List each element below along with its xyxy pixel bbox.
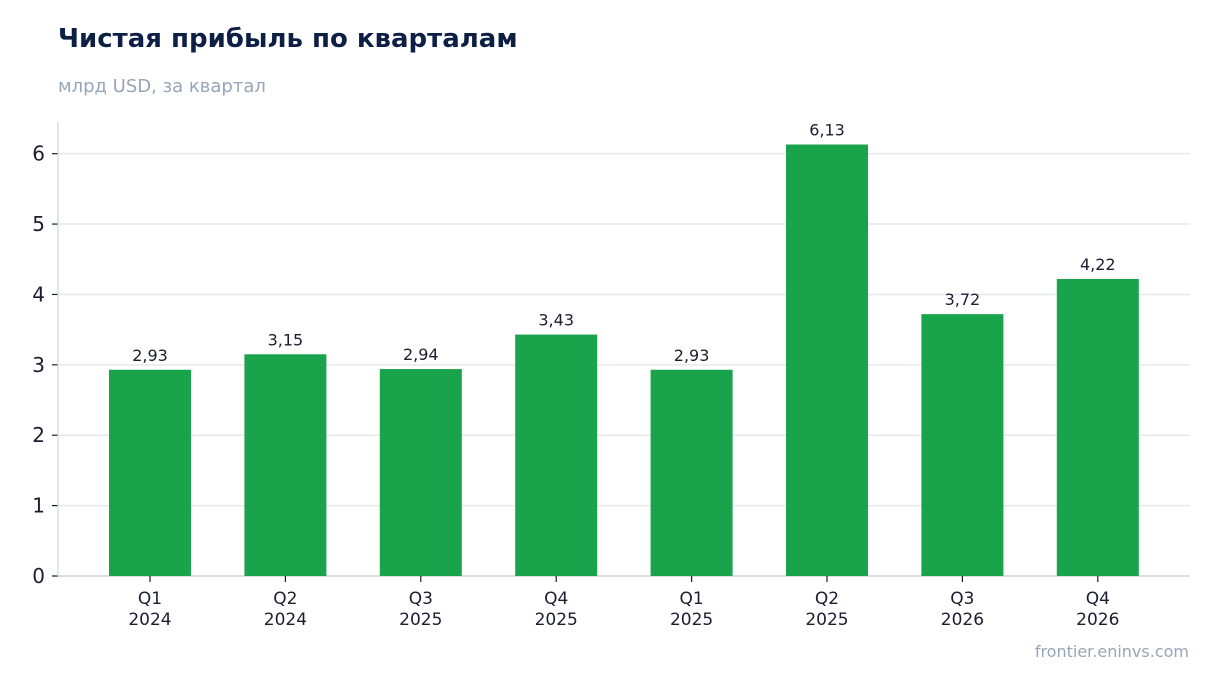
y-tick-label: 4	[32, 282, 45, 306]
axes: 0 1 2 3 4 5 6 Q1 2024 Q2 2024 Q3 2025 Q4 2025 Q1 2025 Q2 2…	[32, 122, 1190, 630]
x-tick-label: Q1 2025	[670, 589, 713, 630]
data-label: 2,93	[132, 346, 168, 365]
y-tick-label: 6	[32, 142, 45, 166]
y-tick-label: 3	[32, 353, 45, 377]
grid-lines	[58, 152, 1190, 507]
x-tick-label: Q4 2025	[535, 589, 578, 630]
x-tick-label: Q4 2026	[1076, 589, 1119, 630]
bar	[1056, 278, 1139, 576]
data-label: 2,94	[403, 345, 439, 364]
data-label: 3,72	[945, 290, 981, 309]
data-label: 3,43	[538, 311, 574, 330]
bar	[786, 144, 868, 576]
source-credit: frontier.eninvs.com	[1034, 642, 1189, 661]
data-label: 6,13	[809, 121, 845, 140]
labels: 2,93 3,15 2,94 3,43 2,93 6,13 3,72 4,22	[132, 121, 1115, 365]
data-label: 3,15	[268, 330, 304, 349]
bar	[650, 369, 733, 576]
chart-subtitle: млрд USD, за квартал	[58, 76, 266, 97]
x-tick-label: Q2 2024	[264, 589, 307, 630]
x-tick-label: Q3 2025	[399, 589, 442, 630]
bar	[379, 369, 462, 576]
x-tick-label: Q3 2026	[941, 589, 984, 630]
x-tick-label: Q1 2024	[128, 589, 171, 630]
x-tick-label: Q2 2025	[805, 589, 848, 630]
y-tick-label: 0	[32, 564, 45, 588]
bar	[921, 314, 1004, 576]
chart-title: Чистая прибыль по кварталам	[58, 24, 518, 54]
y-tick-label: 5	[32, 212, 45, 236]
y-tick-label: 1	[32, 494, 45, 518]
y-tick-label: 2	[32, 423, 45, 447]
data-label: 2,93	[674, 346, 710, 365]
bar	[109, 369, 191, 576]
bars	[109, 144, 1139, 576]
data-label: 4,22	[1080, 255, 1116, 274]
bar	[244, 354, 327, 576]
bar	[515, 334, 598, 576]
